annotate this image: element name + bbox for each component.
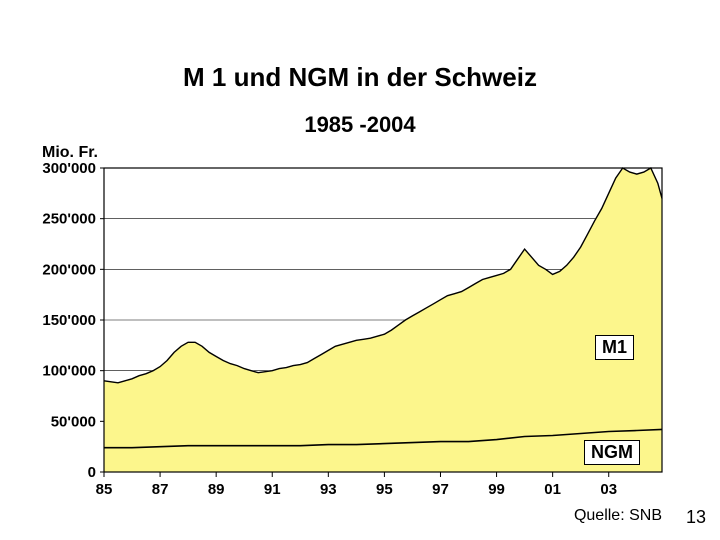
svg-text:87: 87: [152, 481, 169, 498]
svg-text:300'000: 300'000: [42, 160, 96, 177]
svg-text:0: 0: [88, 464, 96, 481]
svg-text:150'000: 150'000: [42, 312, 96, 329]
svg-text:95: 95: [376, 481, 393, 498]
svg-text:85: 85: [96, 481, 113, 498]
svg-text:97: 97: [432, 481, 449, 498]
svg-text:100'000: 100'000: [42, 363, 96, 380]
svg-text:01: 01: [544, 481, 561, 498]
page-number: 13: [686, 507, 706, 528]
svg-text:250'000: 250'000: [42, 211, 96, 228]
series-label-m1: M1: [595, 335, 634, 360]
svg-text:03: 03: [600, 481, 617, 498]
slide: M 1 und NGM in der Schweiz 1985 -2004 Mi…: [0, 0, 720, 540]
svg-text:50'000: 50'000: [51, 413, 96, 430]
source-label: Quelle: SNB: [574, 507, 662, 525]
svg-text:200'000: 200'000: [42, 261, 96, 278]
series-label-ngm: NGM: [584, 440, 640, 465]
svg-text:93: 93: [320, 481, 337, 498]
svg-text:91: 91: [264, 481, 281, 498]
svg-text:89: 89: [208, 481, 225, 498]
svg-text:99: 99: [488, 481, 505, 498]
